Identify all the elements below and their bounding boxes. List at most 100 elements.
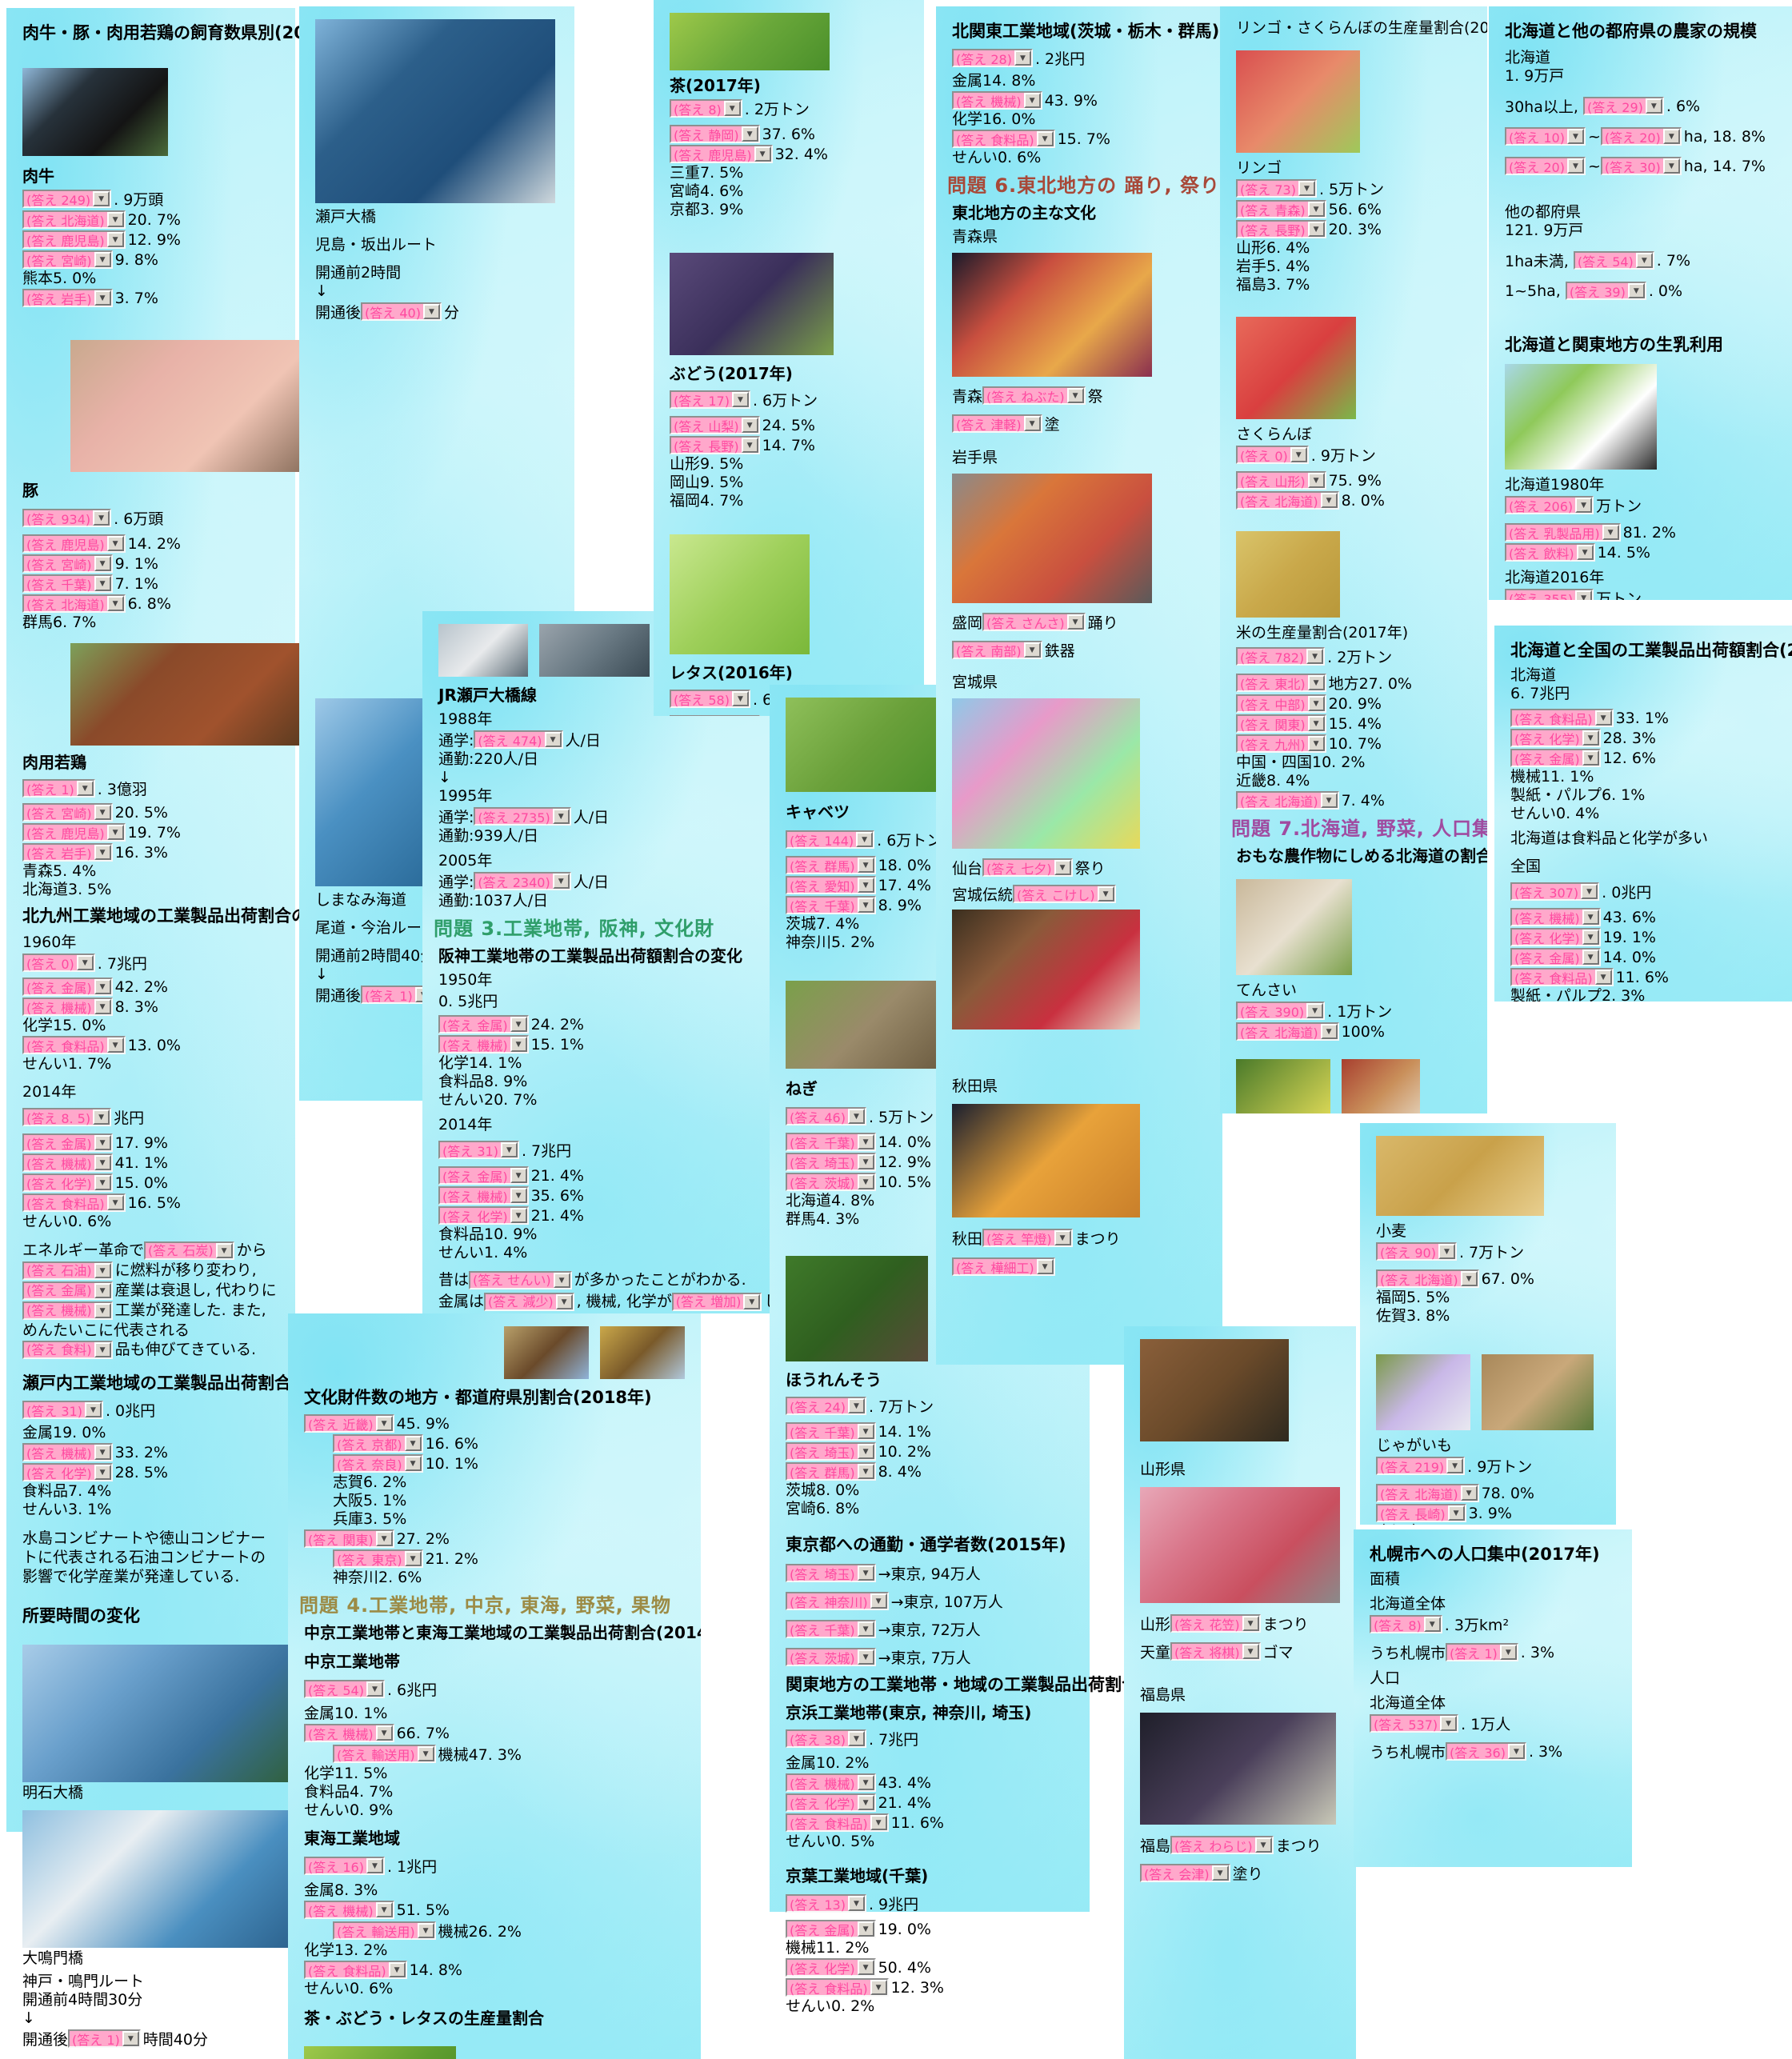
dropdown-arrow-icon[interactable]: ▼: [1582, 930, 1599, 945]
answer-dropdown[interactable]: (答え 奈良) ▼: [333, 1454, 423, 1473]
answer-dropdown[interactable]: (答え 金属) ▼: [22, 1133, 113, 1152]
dropdown-arrow-icon[interactable]: ▼: [388, 1962, 406, 1977]
dropdown-arrow-icon[interactable]: ▼: [417, 1746, 434, 1761]
dropdown-arrow-icon[interactable]: ▼: [857, 1795, 874, 1810]
dropdown-arrow-icon[interactable]: ▼: [857, 1154, 874, 1169]
answer-dropdown[interactable]: (答え 化学) ▼: [1510, 729, 1601, 747]
answer-dropdown[interactable]: (答え 206) ▼: [1505, 496, 1594, 514]
answer-dropdown[interactable]: (答え 307) ▼: [1510, 882, 1600, 901]
answer-dropdown[interactable]: (答え 化学) ▼: [438, 1206, 529, 1225]
answer-dropdown[interactable]: (答え 食料品) ▼: [1510, 968, 1614, 986]
dropdown-arrow-icon[interactable]: ▼: [857, 1424, 874, 1439]
dropdown-arrow-icon[interactable]: ▼: [510, 1017, 527, 1032]
dropdown-arrow-icon[interactable]: ▼: [122, 2031, 139, 2046]
answer-dropdown[interactable]: (答え 関東) ▼: [1236, 714, 1326, 733]
answer-dropdown[interactable]: (答え 長崎) ▼: [1376, 1504, 1466, 1522]
dropdown-arrow-icon[interactable]: ▼: [94, 805, 111, 820]
answer-dropdown[interactable]: (答え 金属) ▼: [22, 1281, 113, 1300]
answer-dropdown[interactable]: (答え 増加) ▼: [671, 1293, 762, 1311]
dropdown-arrow-icon[interactable]: ▼: [1662, 158, 1680, 174]
dropdown-arrow-icon[interactable]: ▼: [1627, 283, 1645, 298]
answer-dropdown[interactable]: (答え 竿燈) ▼: [982, 1229, 1073, 1247]
dropdown-arrow-icon[interactable]: ▼: [94, 999, 111, 1014]
dropdown-arrow-icon[interactable]: ▼: [106, 596, 124, 611]
answer-dropdown[interactable]: (答え 北海道) ▼: [1376, 1269, 1479, 1288]
answer-dropdown[interactable]: (答え 千葉) ▼: [786, 1422, 876, 1441]
dropdown-arrow-icon[interactable]: ▼: [1645, 98, 1662, 114]
answer-dropdown[interactable]: (答え 花笠) ▼: [1170, 1614, 1261, 1633]
dropdown-arrow-icon[interactable]: ▼: [1446, 1458, 1464, 1473]
dropdown-arrow-icon[interactable]: ▼: [1566, 158, 1584, 174]
dropdown-arrow-icon[interactable]: ▼: [1582, 750, 1599, 766]
dropdown-arrow-icon[interactable]: ▼: [510, 1037, 527, 1052]
answer-dropdown[interactable]: (答え 58) ▼: [670, 690, 750, 708]
dropdown-arrow-icon[interactable]: ▼: [1307, 222, 1325, 237]
dropdown-arrow-icon[interactable]: ▼: [857, 1464, 874, 1479]
dropdown-arrow-icon[interactable]: ▼: [422, 304, 440, 319]
answer-dropdown[interactable]: (答え こけし) ▼: [1013, 885, 1116, 903]
answer-dropdown[interactable]: (答え 金属) ▼: [1510, 749, 1601, 767]
dropdown-arrow-icon[interactable]: ▼: [94, 1283, 111, 1298]
dropdown-arrow-icon[interactable]: ▼: [94, 1175, 111, 1190]
dropdown-arrow-icon[interactable]: ▼: [1662, 129, 1680, 144]
answer-dropdown[interactable]: (答え 食料品) ▼: [22, 1036, 126, 1054]
dropdown-arrow-icon[interactable]: ▼: [106, 825, 124, 840]
answer-dropdown[interactable]: (答え 長野)▼: [670, 436, 760, 454]
answer-dropdown[interactable]: (答え 39) ▼: [1565, 282, 1646, 300]
answer-dropdown[interactable]: (答え 千葉) ▼: [786, 1133, 876, 1151]
answer-dropdown[interactable]: (答え 千葉) ▼: [786, 896, 876, 914]
answer-dropdown[interactable]: (答え 0) ▼: [22, 954, 95, 972]
dropdown-arrow-icon[interactable]: ▼: [1566, 129, 1584, 144]
dropdown-arrow-icon[interactable]: ▼: [847, 1109, 865, 1124]
dropdown-arrow-icon[interactable]: ▼: [76, 781, 94, 796]
dropdown-arrow-icon[interactable]: ▼: [76, 955, 94, 970]
dropdown-arrow-icon[interactable]: ▼: [366, 1681, 383, 1697]
dropdown-arrow-icon[interactable]: ▼: [1014, 50, 1031, 66]
dropdown-arrow-icon[interactable]: ▼: [106, 1195, 124, 1210]
dropdown-arrow-icon[interactable]: ▼: [417, 1923, 434, 1938]
answer-dropdown[interactable]: (答え 食料品) ▼: [952, 130, 1055, 148]
answer-dropdown[interactable]: (答え 北海道) ▼: [1236, 1022, 1339, 1041]
answer-dropdown[interactable]: (答え 144) ▼: [786, 830, 875, 849]
answer-dropdown[interactable]: (答え 29) ▼: [1582, 97, 1664, 115]
dropdown-arrow-icon[interactable]: ▼: [1460, 1485, 1478, 1501]
dropdown-arrow-icon[interactable]: ▼: [106, 1037, 124, 1053]
dropdown-arrow-icon[interactable]: ▼: [1320, 793, 1338, 808]
dropdown-arrow-icon[interactable]: ▼: [857, 1174, 874, 1189]
dropdown-arrow-icon[interactable]: ▼: [544, 732, 562, 747]
answer-dropdown[interactable]: (答え 化学) ▼: [22, 1463, 113, 1481]
answer-dropdown[interactable]: (答え 輸送用) ▼: [333, 1921, 436, 1940]
dropdown-arrow-icon[interactable]: ▼: [94, 1465, 111, 1480]
answer-dropdown[interactable]: (答え 金属) ▼: [438, 1015, 529, 1033]
dropdown-arrow-icon[interactable]: ▼: [870, 1593, 887, 1609]
dropdown-arrow-icon[interactable]: ▼: [510, 1208, 527, 1223]
dropdown-arrow-icon[interactable]: ▼: [94, 556, 111, 571]
answer-dropdown[interactable]: (答え さんさ) ▼: [982, 613, 1086, 631]
answer-dropdown[interactable]: (答え 1)▼: [22, 779, 95, 798]
dropdown-arrow-icon[interactable]: ▼: [1254, 1837, 1272, 1853]
dropdown-arrow-icon[interactable]: ▼: [1635, 253, 1653, 268]
dropdown-arrow-icon[interactable]: ▼: [1447, 1505, 1465, 1521]
answer-dropdown[interactable]: (答え 京都) ▼: [333, 1434, 423, 1453]
answer-dropdown[interactable]: (答え 津軽) ▼: [952, 414, 1042, 433]
answer-dropdown[interactable]: (答え 愛知) ▼: [786, 876, 876, 894]
answer-dropdown[interactable]: (答え 16) ▼: [304, 1857, 385, 1875]
dropdown-arrow-icon[interactable]: ▼: [1023, 642, 1041, 658]
dropdown-arrow-icon[interactable]: ▼: [106, 232, 124, 247]
answer-dropdown[interactable]: (答え 食料) ▼: [22, 1341, 113, 1359]
dropdown-arrow-icon[interactable]: ▼: [857, 1134, 874, 1149]
dropdown-arrow-icon[interactable]: ▼: [1054, 860, 1071, 875]
dropdown-arrow-icon[interactable]: ▼: [857, 1960, 874, 1975]
answer-dropdown[interactable]: (答え 355) ▼: [1505, 589, 1594, 600]
dropdown-arrow-icon[interactable]: ▼: [857, 1775, 874, 1790]
dropdown-arrow-icon[interactable]: ▼: [1602, 525, 1619, 540]
dropdown-arrow-icon[interactable]: ▼: [1023, 93, 1041, 108]
answer-dropdown[interactable]: (答え 1)▼: [361, 986, 434, 1004]
dropdown-arrow-icon[interactable]: ▼: [743, 1294, 761, 1309]
answer-dropdown[interactable]: (答え 宮崎) ▼: [22, 803, 113, 822]
answer-dropdown[interactable]: (答え 機械) ▼: [304, 1901, 394, 1919]
dropdown-arrow-icon[interactable]: ▼: [870, 1815, 887, 1830]
answer-dropdown[interactable]: (答え 17) ▼: [670, 390, 750, 409]
answer-dropdown[interactable]: (答え 機械) ▼: [22, 1443, 113, 1461]
dropdown-arrow-icon[interactable]: ▼: [94, 1155, 111, 1170]
